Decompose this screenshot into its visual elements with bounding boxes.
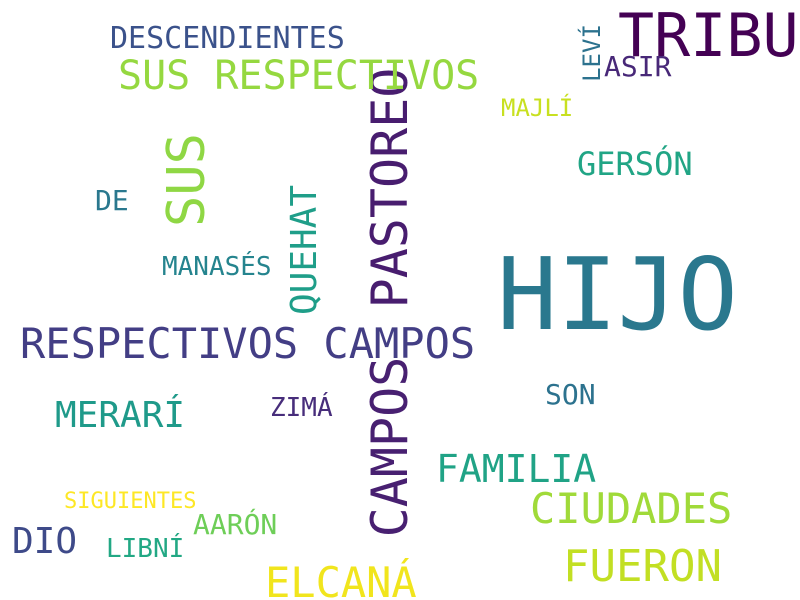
word-tribu: TRIBU: [618, 1, 799, 71]
word-merari: MERARÍ: [55, 395, 186, 436]
word-majli: MAJLÍ: [501, 94, 574, 122]
word-asir: ASIR: [604, 50, 672, 83]
word-son: SON: [545, 378, 596, 411]
word-de: DE: [95, 184, 129, 217]
word-campos: CAMPOS: [361, 356, 419, 538]
word-elcana: ELCANÁ: [265, 558, 417, 600]
word-familia: FAMILIA: [436, 447, 597, 491]
word-levi: LEVÍ: [578, 24, 606, 82]
word-aaron: AARÓN: [193, 508, 278, 541]
word-sus: SUS: [157, 133, 217, 227]
word-libni: LIBNÍ: [106, 534, 185, 564]
word-fueron: FUERON: [563, 541, 722, 592]
word-gerson: GERSÓN: [577, 145, 693, 183]
word-quehat: QUEHAT: [284, 184, 325, 316]
word-ciudades: CIUDADES: [530, 484, 733, 533]
word-pastoreo: PASTOREO: [361, 67, 419, 309]
word-siguientes: SIGUIENTES: [64, 489, 197, 514]
word-manases: MANASÉS: [162, 252, 272, 282]
word-descendientes: DESCENDIENTES: [110, 21, 345, 56]
word-hijo: HIJO: [497, 236, 738, 353]
word-respectivos-campos: RESPECTIVOS CAMPOS: [20, 319, 476, 368]
word-dio: DIO: [12, 521, 78, 562]
word-sus-respectivos: SUS RESPECTIVOS: [118, 53, 480, 99]
word-zima: ZIMÁ: [270, 393, 333, 423]
